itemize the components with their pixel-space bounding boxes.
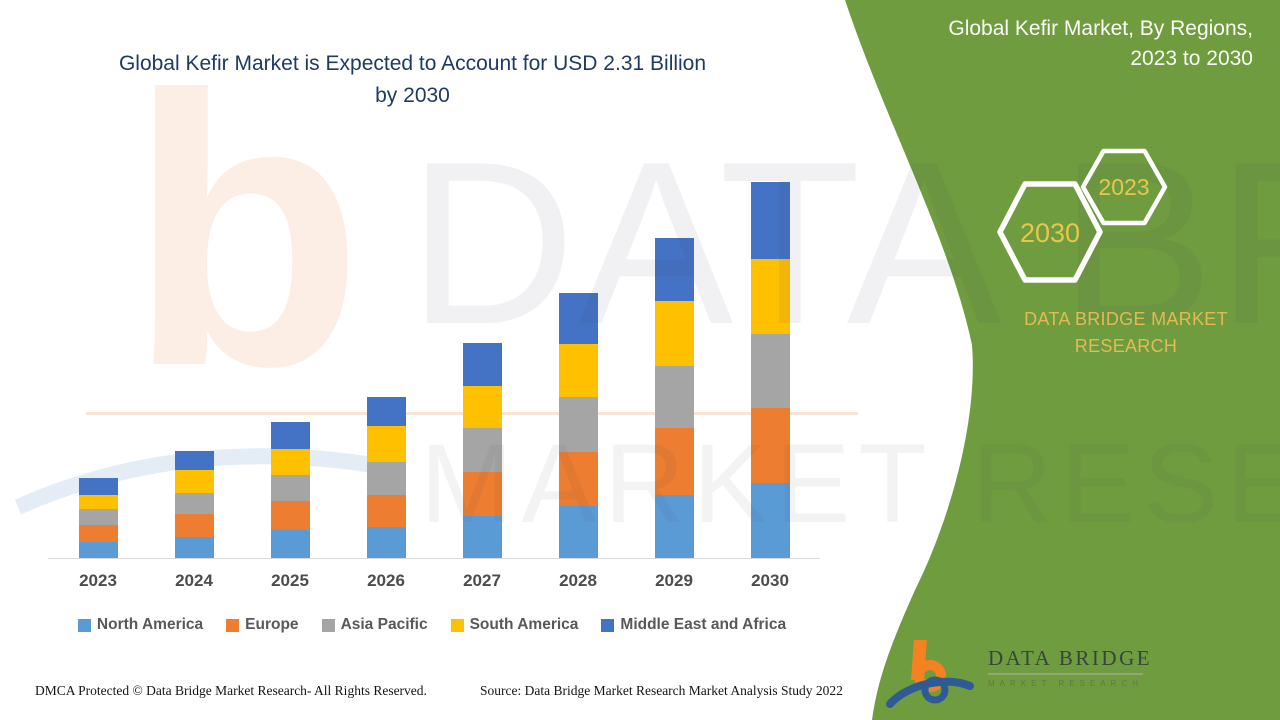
bar-segment (174, 450, 214, 471)
stacked-bar-2024 (174, 450, 214, 558)
bar-segment (558, 506, 598, 558)
legend-swatch-icon (226, 618, 240, 632)
bar-segment (270, 449, 310, 476)
bar-segment (750, 258, 790, 334)
bar-segment (366, 462, 406, 495)
x-axis-label: 2024 (175, 571, 213, 590)
x-axis-label: 2025 (271, 571, 309, 590)
bar-segment (366, 494, 406, 528)
bar-segment (366, 397, 406, 427)
bar-segment (270, 475, 310, 502)
x-axis-label: 2028 (559, 571, 597, 590)
panel-title: Global Kefir Market, By Regions, 2023 to… (823, 14, 1253, 74)
plot-area (40, 120, 820, 559)
x-axis-label: 2026 (367, 571, 405, 590)
bar-segment (462, 385, 502, 428)
legend-swatch-icon (321, 618, 335, 632)
stacked-bar-2025 (270, 421, 310, 558)
hexagon-2030: 2030 (997, 181, 1103, 283)
bar-segment (174, 493, 214, 515)
bar-segment (174, 470, 214, 494)
bar-segment (270, 421, 310, 450)
legend-swatch-icon (601, 618, 615, 632)
logo-subtitle: MARKET RESEARCH (988, 678, 1143, 688)
bar-segment (750, 182, 790, 259)
x-axis-label: 2030 (751, 571, 789, 590)
data-bridge-logo-icon (886, 640, 974, 708)
bar-segment (270, 530, 310, 558)
bar-segment (78, 509, 118, 526)
x-axis-line (48, 558, 820, 559)
dmca-notice: DMCA Protected © Data Bridge Market Rese… (35, 683, 427, 698)
chart-title-line2: by 2030 (375, 84, 450, 107)
svg-text:2030: 2030 (1020, 218, 1080, 248)
svg-text:2023: 2023 (1098, 174, 1149, 200)
bar-segment (558, 343, 598, 398)
bar-segment (750, 333, 790, 409)
hexagon-2023: 2023 (1080, 148, 1168, 226)
logo-name: DATA BRIDGE (988, 646, 1153, 670)
stacked-bar-2030 (750, 182, 790, 558)
brand-line1: DATA BRIDGE MARKET (1024, 309, 1228, 329)
brand-line2: RESEARCH (1074, 336, 1178, 356)
stacked-bar-2026 (366, 397, 406, 558)
stacked-bar-2028 (558, 293, 598, 558)
bar-segment (462, 343, 502, 386)
x-axis-label: 2023 (79, 571, 117, 590)
panel-title-line2: 2023 to 2030 (1130, 47, 1253, 70)
x-axis-label: 2029 (655, 571, 693, 590)
bar-segment (654, 494, 694, 558)
bar-segment (558, 397, 598, 453)
stacked-bar-2023 (78, 478, 118, 558)
legend-label: North America (96, 616, 204, 633)
bar-segment (174, 514, 214, 537)
bar-segment (174, 536, 214, 558)
bar-segment (78, 525, 118, 542)
legend-item: North America (77, 616, 204, 634)
legend-item: South America (450, 616, 579, 634)
bar-segment (270, 501, 310, 531)
x-axis-label: 2027 (463, 571, 501, 590)
bar-segment (558, 293, 598, 344)
x-axis-labels: 2023 2024 2025 2026 2027 2028 2029 2030 (40, 571, 820, 595)
bar-segment (750, 483, 790, 558)
bar-segment (78, 541, 118, 558)
bar-segment (558, 452, 598, 506)
bar-segment (654, 428, 694, 495)
legend-swatch-icon (77, 618, 91, 632)
legend-label: Europe (245, 616, 299, 633)
bar-segment (366, 527, 406, 558)
chart-title-line1: Global Kefir Market is Expected to Accou… (118, 52, 707, 75)
panel-title-line1: Global Kefir Market, By Regions, (948, 17, 1253, 40)
legend-label: Middle East and Africa (620, 616, 787, 633)
legend-label: South America (469, 616, 579, 633)
bar-segment (462, 515, 502, 558)
brand-wordmark: DATA BRIDGE MARKET RESEARCH (995, 306, 1257, 360)
bar-segment (654, 301, 694, 367)
bar-segment (654, 366, 694, 429)
legend-item: Middle East and Africa (601, 616, 786, 634)
bar-segment (78, 494, 118, 510)
stacked-bar-2029 (654, 237, 694, 558)
chart-title: Global Kefir Market is Expected to Accou… (40, 48, 785, 112)
legend-item: Europe (226, 616, 299, 634)
bar-segment (462, 427, 502, 472)
data-bridge-logo: DATA BRIDGE MARKET RESEARCH (886, 638, 1236, 714)
legend-item: Asia Pacific (321, 616, 428, 634)
stacked-bar-2027 (462, 343, 502, 558)
bar-segment (366, 426, 406, 463)
logo-divider (988, 673, 1143, 675)
legend-label: Asia Pacific (340, 616, 428, 633)
bar-segment (654, 237, 694, 302)
legend-swatch-icon (450, 618, 464, 632)
source-note: Source: Data Bridge Market Research Mark… (480, 683, 843, 698)
bar-segment (462, 471, 502, 516)
chart-legend: North America Europe Asia Pacific South Ame… (40, 616, 824, 634)
bar-segment (78, 478, 118, 495)
bar-segment (750, 408, 790, 484)
data-bridge-b-watermark: b (128, 15, 364, 446)
